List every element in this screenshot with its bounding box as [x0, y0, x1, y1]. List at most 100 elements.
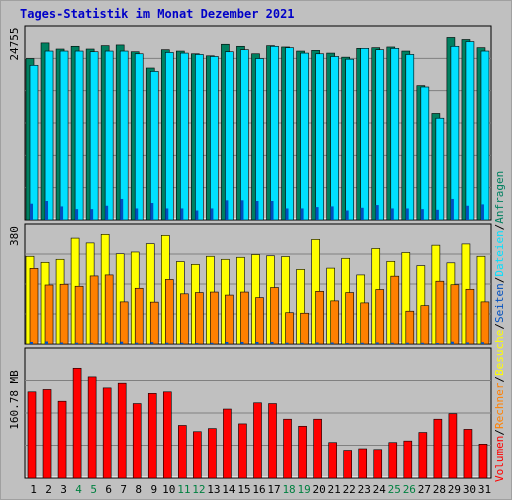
- bar-seiten-visits-day-15: [240, 341, 244, 344]
- day-label-3: 3: [60, 483, 67, 496]
- bar-seiten-day-14: [225, 200, 229, 220]
- bar-volumen-day-19: [298, 425, 307, 479]
- day-label-2: 2: [45, 483, 52, 496]
- bar-seiten-visits-day-8: [135, 342, 139, 344]
- bar-dateien-day-19: [300, 52, 309, 221]
- bar-seiten-day-28: [435, 209, 439, 220]
- bar-rechner-day-18: [285, 312, 294, 345]
- bar-rechner-day-6: [104, 274, 114, 345]
- bar-seiten-day-5: [90, 209, 94, 220]
- day-label-8: 8: [135, 483, 142, 496]
- bar-dateien-day-23: [360, 48, 370, 221]
- bar-dateien-day-25: [390, 48, 400, 221]
- bar-seiten-day-22: [345, 210, 349, 220]
- bar-rechner-day-22: [345, 292, 354, 345]
- bar-rechner-day-20: [315, 290, 324, 345]
- bar-rechner-day-28: [435, 280, 445, 345]
- bar-seiten-day-7: [120, 198, 124, 220]
- bar-seiten-visits-day-1: [30, 341, 33, 344]
- bar-seiten-day-4: [75, 209, 79, 220]
- bar-volumen-day-12: [193, 431, 202, 479]
- bar-dateien-day-24: [375, 49, 385, 221]
- bar-volumen-day-16: [253, 402, 262, 479]
- bar-dateien-day-3: [59, 50, 69, 221]
- bar-seiten-visits-day-23: [360, 342, 364, 344]
- bar-volumen-day-18: [283, 418, 292, 479]
- y-axis-labels: 24755 380 160.78 MB: [8, 27, 21, 429]
- legend-item-dateien: Dateien: [493, 230, 506, 276]
- day-label-13: 13: [207, 483, 220, 496]
- bar-dateien-day-6: [104, 50, 114, 221]
- bar-seiten-visits-day-9: [150, 342, 154, 344]
- day-label-22: 22: [343, 483, 356, 496]
- legend-item-volumen: Volumen: [493, 436, 506, 482]
- bar-volumen-day-29: [448, 413, 458, 479]
- bar-rechner-day-4: [74, 285, 84, 345]
- day-label-14: 14: [222, 483, 236, 496]
- bar-rechner-day-8: [134, 287, 144, 345]
- legend-separator: /: [493, 224, 506, 231]
- bar-seiten-day-3: [60, 206, 64, 220]
- bar-dateien-day-20: [315, 53, 324, 221]
- bar-dateien-day-8: [134, 53, 144, 221]
- bar-rechner-day-13: [210, 291, 219, 345]
- bar-rechner-day-1: [29, 268, 39, 345]
- bar-rechner-day-5: [89, 275, 99, 345]
- day-label-16: 16: [252, 483, 265, 496]
- bar-seiten-day-18: [285, 208, 289, 220]
- day-label-18: 18: [282, 483, 295, 496]
- bar-seiten-day-17: [270, 201, 274, 220]
- bar-volumen-day-23: [358, 448, 368, 479]
- bar-rechner-day-16: [255, 297, 264, 345]
- bar-seiten-day-8: [135, 208, 139, 220]
- day-label-19: 19: [297, 483, 310, 496]
- bar-seiten-day-20: [315, 207, 319, 220]
- bar-dateien-day-13: [210, 56, 219, 221]
- day-label-15: 15: [237, 483, 250, 496]
- bar-dateien-day-11: [180, 52, 189, 221]
- day-label-29: 29: [448, 483, 461, 496]
- bar-seiten-day-23: [360, 207, 364, 220]
- bar-volumen-day-24: [373, 449, 383, 479]
- bar-seiten-visits-day-26: [405, 342, 409, 344]
- bar-volumen-day-11: [178, 425, 187, 479]
- bar-dateien-day-22: [345, 58, 354, 221]
- legend-separator: /: [493, 277, 506, 284]
- day-label-1: 1: [30, 483, 37, 496]
- bar-seiten-day-29: [450, 198, 454, 220]
- bar-dateien-day-14: [225, 51, 234, 221]
- legend: Volumen/Rechner/Besuche/Seiten/Dateien/A…: [493, 171, 506, 482]
- bar-seiten-visits-day-16: [255, 341, 259, 344]
- bar-rechner-day-14: [225, 294, 234, 345]
- bar-seiten-visits-day-29: [450, 341, 454, 344]
- bar-volumen-day-27: [418, 432, 428, 479]
- bar-seiten-visits-day-7: [120, 341, 124, 344]
- bar-rechner-day-29: [450, 284, 460, 345]
- bar-dateien-day-21: [330, 56, 339, 221]
- bar-rechner-day-24: [375, 289, 385, 345]
- bar-seiten-visits-day-31: [480, 342, 484, 344]
- bar-seiten-day-25: [390, 208, 394, 220]
- bar-seiten-day-1: [30, 203, 33, 220]
- bar-seiten-day-15: [240, 200, 244, 220]
- bar-rechner-day-2: [44, 284, 54, 345]
- bar-volumen-day-26: [403, 440, 413, 479]
- bar-rechner-day-15: [240, 291, 249, 345]
- bar-seiten-visits-day-6: [105, 342, 109, 344]
- bar-volumen-day-8: [132, 403, 142, 479]
- bar-volumen-day-25: [388, 442, 398, 479]
- bar-rechner-day-31: [480, 301, 490, 345]
- legend-item-besuche: Besuche: [493, 330, 506, 376]
- bar-dateien-day-16: [255, 58, 264, 221]
- bar-rechner-day-26: [405, 310, 415, 345]
- bar-volumen-day-2: [42, 389, 52, 479]
- day-label-27: 27: [418, 483, 431, 496]
- bar-seiten-day-16: [255, 201, 259, 220]
- bar-volumen-day-31: [478, 444, 488, 479]
- bar-volumen-day-7: [117, 382, 127, 479]
- bar-seiten-visits-day-14: [225, 341, 229, 344]
- bar-seiten-day-30: [465, 205, 469, 220]
- bar-seiten-visits-day-22: [345, 342, 349, 344]
- plot-area: [24, 25, 492, 479]
- bar-dateien-day-17: [270, 45, 279, 221]
